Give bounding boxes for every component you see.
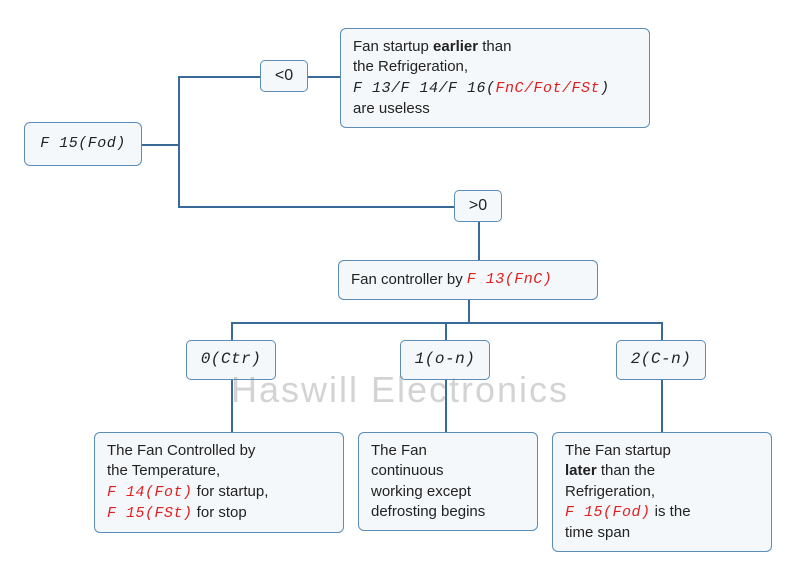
text-line: later than the <box>565 461 759 481</box>
edge <box>445 380 447 432</box>
node-opt2: 2(C-n) <box>616 340 706 380</box>
node-gt0: >0 <box>454 190 502 222</box>
text-line: working except <box>371 482 525 502</box>
edge <box>478 222 480 260</box>
edge <box>661 380 663 432</box>
text-line: the Refrigeration, <box>353 57 637 77</box>
text-line: F 14(Fot) for startup, <box>107 482 331 503</box>
text-line: Refrigeration, <box>565 482 759 502</box>
node-opt0-desc: The Fan Controlled by the Temperature, F… <box>94 432 344 533</box>
text-line: time span <box>565 523 759 543</box>
edge <box>178 76 180 206</box>
edge <box>468 300 470 322</box>
edge <box>231 322 233 340</box>
text-line: continuous <box>371 461 525 481</box>
text-line: Fan startup earlier than <box>353 37 637 57</box>
node-opt2-desc: The Fan startup later than the Refrigera… <box>552 432 772 552</box>
lt0-label: <0 <box>275 65 293 87</box>
text-line: F 15(FSt) for stop <box>107 503 331 524</box>
node-lt0: <0 <box>260 60 308 92</box>
text-line: are useless <box>353 99 637 119</box>
node-fan-controller: Fan controller by F 13(FnC) <box>338 260 598 300</box>
text-line: the Temperature, <box>107 461 331 481</box>
text-line: The Fan startup <box>565 441 759 461</box>
node-opt1: 1(o-n) <box>400 340 490 380</box>
text-line: The Fan <box>371 441 525 461</box>
edge <box>445 322 447 340</box>
edge <box>308 76 340 78</box>
root-label: F 15(Fod) <box>40 134 126 154</box>
edge <box>178 76 260 78</box>
text-line: F 15(Fod) is the <box>565 502 759 523</box>
edge <box>142 144 178 146</box>
node-root: F 15(Fod) <box>24 122 142 166</box>
edge <box>231 380 233 432</box>
edge <box>661 322 663 340</box>
text-line: defrosting begins <box>371 502 525 522</box>
gt0-label: >0 <box>469 195 487 217</box>
edge <box>178 206 454 208</box>
node-lt0-desc: Fan startup earlier than the Refrigerati… <box>340 28 650 128</box>
node-opt0: 0(Ctr) <box>186 340 276 380</box>
text-line: The Fan Controlled by <box>107 441 331 461</box>
text-line: F 13/F 14/F 16(FnC/Fot/FSt) <box>353 78 637 99</box>
node-opt1-desc: The Fan continuous working except defros… <box>358 432 538 531</box>
